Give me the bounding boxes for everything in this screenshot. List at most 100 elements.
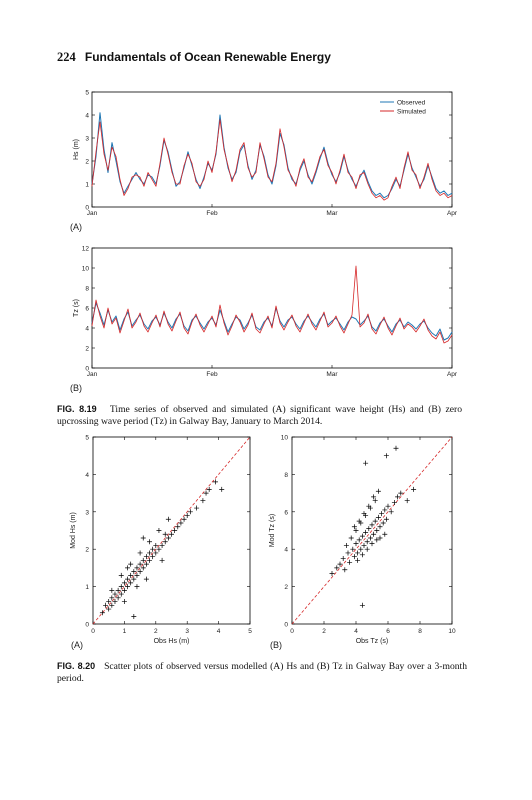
scatter_hs-ylabel: Mod Hs (m) — [70, 512, 77, 549]
scatter_tz-point — [363, 460, 369, 466]
scatter_tz-point — [355, 557, 361, 563]
scatter_tz-xtick-label-4: 8 — [418, 628, 422, 635]
scatter_tz-xtick-label-0: 0 — [290, 628, 294, 635]
scatter_tz-point — [347, 559, 353, 565]
scatter_hs-point — [103, 602, 109, 608]
scatter_tz-point — [366, 503, 372, 509]
scatter_tz-point — [391, 499, 397, 505]
scatter_tz-point — [411, 486, 417, 492]
scatter_tz-ytick-label-2: 4 — [284, 547, 288, 554]
scatter_hs-xlabel: Obs Hs (m) — [154, 638, 190, 645]
scatter_hs-ytick-label-1: 1 — [85, 584, 89, 591]
scatter_hs-point — [115, 587, 121, 593]
scatter_tz-point — [358, 546, 364, 552]
scatter_hs-point — [128, 572, 134, 578]
timeseries_tz-ytick-label-1: 2 — [85, 346, 89, 353]
timeseries_hs-ytick-label-0: 0 — [85, 205, 89, 212]
scatter_tz-ytick-label-1: 2 — [284, 584, 288, 591]
scatter_tz-point — [369, 541, 375, 547]
scatter_hs-point — [134, 572, 140, 578]
scatter_tz-ytick-label-0: 0 — [284, 622, 288, 629]
scatter_tz-point — [359, 602, 365, 608]
scatter_hs-point — [175, 524, 181, 530]
timeseries_tz-ylabel: Tz (s) — [73, 299, 80, 317]
timeseries_hs-ytick-label-5: 5 — [85, 90, 89, 97]
scatter_hs-point — [109, 602, 115, 608]
scatter_tz-point — [363, 529, 369, 535]
scatter_hs-point — [128, 561, 134, 567]
scatter_hs-point — [203, 490, 209, 496]
timeseries_tz-ytick-label-0: 0 — [85, 366, 89, 373]
scatter_hs-point — [156, 528, 162, 533]
scatter_hs-chart: 0 1 2 3 4 5 0 1 2 3 4 5 Obs Hs (m) Mod Hs (m) (A) — [70, 435, 252, 651]
scatter_tz-ytick-label-3: 6 — [284, 509, 288, 516]
scatter_hs-xtick-label-5: 5 — [248, 628, 252, 635]
scatter_hs-point — [143, 554, 149, 560]
timeseries_tz-ytick-label-3: 6 — [85, 306, 89, 313]
scatter_hs-point — [165, 535, 171, 541]
scatter_hs-point — [181, 516, 187, 522]
scatter_tz-point — [367, 535, 373, 541]
scatter_tz-point — [366, 526, 372, 532]
scatter_hs-reference-line — [92, 436, 251, 625]
figure-caption-820: FIG. 8.20 Scatter plots of observed vers… — [57, 660, 467, 685]
scatter_hs-point — [206, 486, 212, 492]
scatter_tz-point — [337, 561, 343, 567]
scatter_tz-point — [375, 488, 381, 494]
scatter_tz-point — [388, 509, 394, 515]
scatter_hs-point — [159, 557, 165, 563]
scatter_hs-point — [150, 546, 156, 552]
scatter_hs-point — [128, 580, 134, 586]
scatter_hs-point — [131, 569, 137, 575]
scatter_tz-point — [329, 571, 335, 577]
scatter_tz-point — [361, 542, 367, 548]
scatter_tz-point — [361, 511, 367, 517]
scatter_hs-point — [134, 565, 140, 571]
scatter_tz-point — [385, 503, 391, 509]
timeseries_hs-series-simulated — [91, 119, 453, 201]
scatter_tz-point — [348, 535, 354, 541]
timeseries_tz-ytick-label-2: 4 — [85, 326, 89, 333]
scatter_hs-ytick-label-3: 3 — [85, 509, 89, 516]
scatter_tz-point — [380, 520, 386, 526]
scatter_tz-ytick-label-5: 10 — [281, 435, 289, 442]
timeseries_hs-xtick-label-0: Jan — [87, 210, 98, 217]
scatter_tz-ytick-label-4: 8 — [284, 472, 288, 479]
timeseries_tz-xtick-label-2: Mar — [326, 371, 338, 378]
scatter_hs-point — [118, 591, 124, 597]
scatter_hs-point — [156, 546, 162, 552]
scatter_tz-reference-line — [291, 436, 453, 625]
scatter_hs-point — [134, 584, 140, 590]
scatter_hs-point — [109, 595, 115, 601]
timeseries_tz-ytick-label-4: 8 — [85, 286, 89, 293]
scatter_tz-point — [359, 533, 365, 539]
scatter_tz-point — [340, 556, 346, 562]
page-number: 224 — [57, 50, 76, 64]
scatter_hs-point — [184, 513, 190, 519]
scatter_tz-chart: 0 2 4 6 8 10 0 2 4 6 8 10 Obs Tz (s) Mod Tz (s) (B) — [269, 435, 456, 651]
scatter_hs-point — [200, 498, 206, 504]
scatter_hs-point — [118, 572, 124, 578]
scatter_hs-point — [106, 599, 112, 605]
scatter_tz-point — [353, 528, 359, 533]
timeseries_tz-frame — [91, 247, 453, 369]
timeseries_tz-panel-label: (B) — [70, 383, 82, 393]
scatter_tz-point — [398, 490, 404, 496]
scatter_tz-point — [374, 537, 380, 543]
scatter_hs-point — [125, 576, 131, 582]
scatter_hs-point — [99, 610, 105, 616]
timeseries_tz-chart: 0 2 4 6 8 10 12 Jan Feb Mar Apr Tz (s) (B) — [70, 246, 458, 394]
timeseries_tz-xtick-label-3: Apr — [447, 371, 458, 378]
scatter_hs-point — [140, 535, 146, 541]
scatter_hs-xtick-label-0: 0 — [91, 628, 95, 635]
scatter_tz-point — [345, 550, 351, 556]
scatter_hs-point — [147, 539, 153, 545]
scatter_hs-xtick-label-3: 3 — [185, 628, 189, 635]
scatter_hs-point — [125, 565, 131, 571]
scatter_tz-xtick-label-3: 6 — [386, 628, 390, 635]
scatter_hs-point — [137, 561, 143, 567]
scatter_tz-point — [342, 567, 348, 573]
scatter_hs-xtick-label-2: 2 — [154, 628, 158, 635]
scatter_hs-point — [137, 569, 143, 575]
